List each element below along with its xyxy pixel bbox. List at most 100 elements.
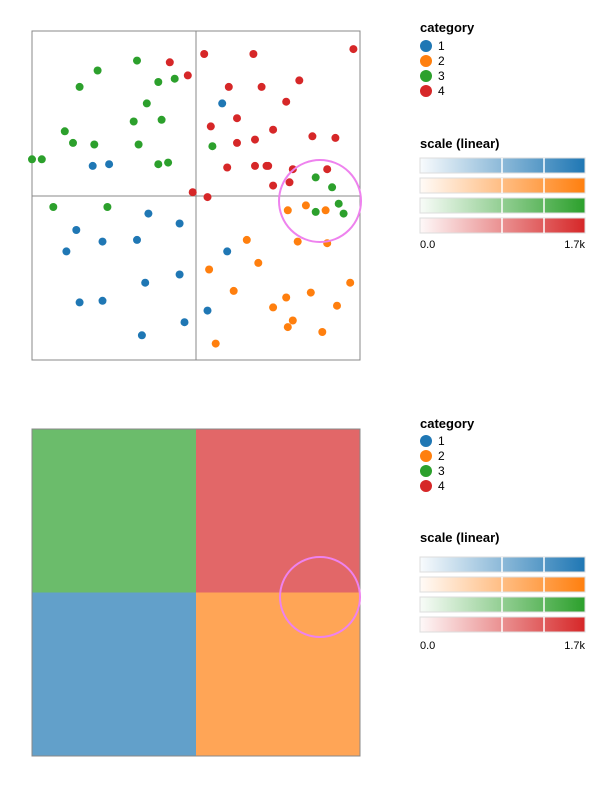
scatter-points: [28, 45, 358, 348]
scatter-point-category-3: [49, 203, 58, 211]
scatter-point-category-3: [208, 142, 217, 151]
heatmap-cells: [32, 429, 360, 756]
scatter-point-category-3: [133, 56, 141, 65]
scatter-point-category-4: [200, 50, 209, 58]
legend-swatch-category-2: [420, 450, 432, 462]
scatter-point-category-2: [269, 303, 278, 312]
legend-label-category-1: 1: [438, 39, 445, 53]
legend-swatch-category-2: [420, 55, 432, 67]
scatter-point-category-4: [203, 193, 212, 202]
scatter-point-category-2: [318, 328, 327, 336]
scatter-point-category-4: [295, 76, 304, 85]
scatter-point-category-1: [88, 161, 97, 170]
heatmap-cell-top-right: [196, 429, 360, 593]
scatter-point-category-3: [142, 99, 151, 108]
scale-min-label: 0.0: [420, 239, 435, 251]
legend-swatch-category-3: [420, 465, 432, 477]
scatter-point-category-4: [188, 188, 197, 197]
scatter-point-category-3: [60, 127, 69, 136]
scatter-point-category-3: [129, 117, 138, 126]
scatter-point-category-2: [205, 265, 214, 274]
heatmap-cell-bottom-right: [196, 592, 360, 756]
lens-circle[interactable]: [279, 556, 361, 638]
scatter-point-category-4: [224, 82, 233, 91]
scatter-point-category-4: [282, 97, 291, 106]
scatter-point-category-2: [288, 316, 297, 325]
scatter-point-category-4: [257, 82, 266, 91]
scatter-point-category-1: [98, 296, 107, 305]
scatter-point-category-2: [254, 258, 263, 267]
scatter-point-category-4: [269, 125, 278, 134]
scatter-point-category-4: [249, 50, 258, 58]
scatter-point-category-4: [269, 181, 278, 190]
category-legend-title: category: [420, 20, 475, 35]
legend-label-category-1: 1: [438, 434, 445, 448]
scatter-point-category-2: [229, 286, 238, 295]
scatter-point-category-1: [133, 235, 141, 244]
scatter-point-category-3: [93, 66, 102, 75]
scatter-point-category-4: [233, 138, 241, 147]
scale-legend-title: scale (linear): [420, 530, 500, 545]
legend-swatch-category-4: [420, 480, 432, 492]
legend-swatch-category-4: [420, 85, 432, 97]
legend-swatch-category-1: [420, 40, 432, 52]
scatter-point-category-2: [346, 278, 355, 287]
legend-swatch-category-1: [420, 435, 432, 447]
scatter-point-category-4: [349, 45, 358, 54]
scatter-point-category-3: [154, 78, 163, 86]
heatmap-cell-bottom-left: [32, 592, 196, 756]
scatter-point-category-3: [90, 140, 99, 149]
scale-max-label: 1.7k: [564, 640, 585, 652]
scatter-point-category-2: [282, 293, 291, 302]
scatter-point-category-4: [251, 161, 259, 170]
scatter-point-category-2: [321, 206, 330, 215]
scale-legend: scale (linear) 0.0 1.7k: [419, 136, 586, 251]
heatmap-cell-top-left: [32, 429, 196, 593]
lens-circle[interactable]: [278, 159, 362, 243]
scatter-point-category-4: [331, 133, 340, 142]
scatter-point-category-1: [105, 160, 114, 169]
scatter-point-category-3: [311, 173, 320, 182]
scatter-point-category-1: [180, 318, 189, 327]
scatter-point-category-4: [285, 178, 294, 187]
scatter-point-category-3: [154, 160, 163, 169]
category-legend-title: category: [420, 416, 475, 431]
scatter-point-category-3: [170, 74, 179, 83]
scatter-point-category-4: [206, 122, 215, 131]
scatter-point-category-4: [165, 58, 174, 67]
scatter-point-category-1: [62, 247, 71, 256]
scatter-point-category-1: [175, 270, 184, 279]
scatter-point-category-2: [293, 237, 302, 246]
scatter-point-category-3: [75, 82, 84, 91]
scatter-point-category-2: [283, 323, 292, 332]
scatter-point-category-1: [218, 99, 227, 108]
scatter-point-category-3: [334, 199, 343, 208]
scatter-point-category-3: [103, 203, 112, 211]
scatter-point-category-2: [333, 301, 341, 310]
legend-label-category-3: 3: [438, 69, 445, 83]
scatter-point-category-1: [137, 331, 146, 340]
scatter-point-category-1: [223, 247, 232, 256]
scatter-point-category-3: [37, 155, 46, 164]
scatter-point-category-3: [134, 140, 143, 149]
legend-label-category-2: 2: [438, 449, 445, 463]
scatter-point-category-3: [28, 155, 36, 164]
scatter-point-category-2: [306, 288, 315, 297]
legend-swatch-category-3: [420, 70, 432, 82]
scatter-point-category-1: [203, 306, 212, 315]
scatter-point-category-4: [308, 132, 317, 141]
scatter-point-category-2: [242, 235, 251, 244]
scatter-point-category-2: [211, 339, 220, 348]
legend-label-category-3: 3: [438, 464, 445, 478]
scatter-point-category-3: [328, 183, 337, 192]
scale-legend-title: scale (linear): [420, 136, 500, 151]
scatter-point-category-1: [98, 237, 107, 246]
scatter-point-category-4: [223, 163, 232, 172]
scatter-point-category-1: [141, 278, 150, 287]
scatter-point-category-4: [251, 135, 259, 144]
scale-min-label: 0.0: [420, 640, 435, 652]
scatter-point-category-1: [72, 226, 81, 234]
